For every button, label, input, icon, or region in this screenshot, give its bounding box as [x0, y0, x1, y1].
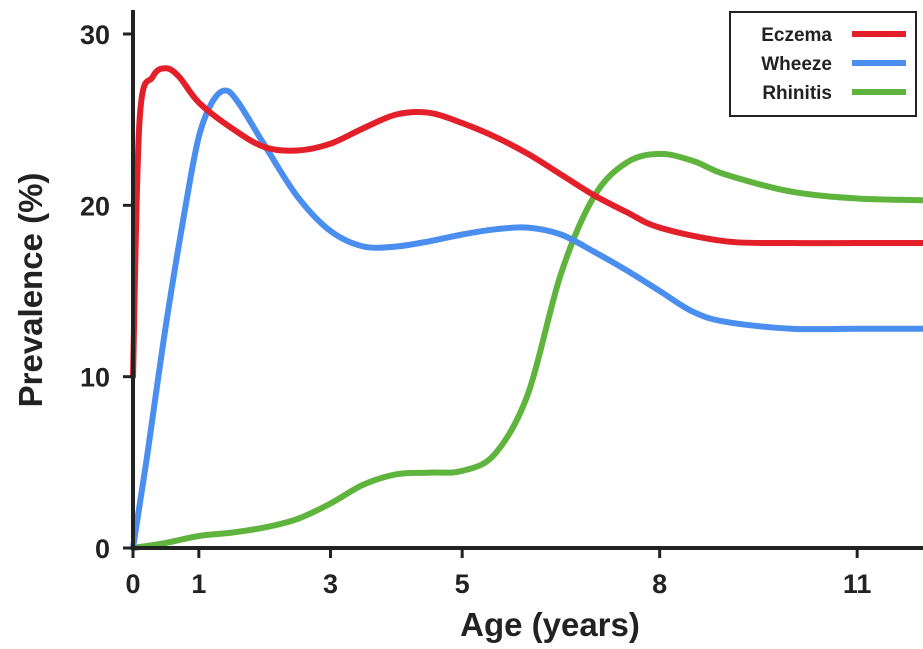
x-axis-title: Age (years) — [460, 606, 640, 643]
series-line-eczema — [130, 65, 923, 380]
y-axis-title: Prevalence (%) — [12, 173, 49, 408]
series-line-wheeze — [130, 87, 923, 551]
legend: Eczema Wheeze Rhinitis — [729, 11, 917, 117]
y-tick-label: 30 — [80, 20, 110, 50]
x-tick-label: 1 — [191, 569, 206, 599]
x-tick-label: 5 — [455, 569, 470, 599]
x-tick-label: 11 — [843, 569, 872, 599]
legend-label-eczema: Eczema — [761, 25, 832, 46]
y-tick-label: 10 — [80, 363, 110, 393]
x-tick-group: 0 1 3 5 8 11 — [125, 548, 871, 599]
legend-label-rhinitis: Rhinitis — [762, 83, 832, 104]
axis-layer: 0 1 3 5 8 11 0 10 20 30 Age (years) Prevalence (… — [12, 10, 923, 643]
x-tick-label: 8 — [652, 569, 667, 599]
x-tick-label: 0 — [125, 569, 140, 599]
x-tick-label: 3 — [323, 569, 338, 599]
series-layer — [130, 65, 923, 551]
legend-items: Eczema Wheeze Rhinitis — [761, 25, 906, 104]
legend-label-wheeze: Wheeze — [761, 54, 832, 75]
y-tick-label: 0 — [95, 534, 110, 564]
y-tick-group: 0 10 20 30 — [80, 20, 133, 564]
series-line-rhinitis — [130, 150, 923, 551]
y-tick-label: 20 — [80, 191, 110, 221]
